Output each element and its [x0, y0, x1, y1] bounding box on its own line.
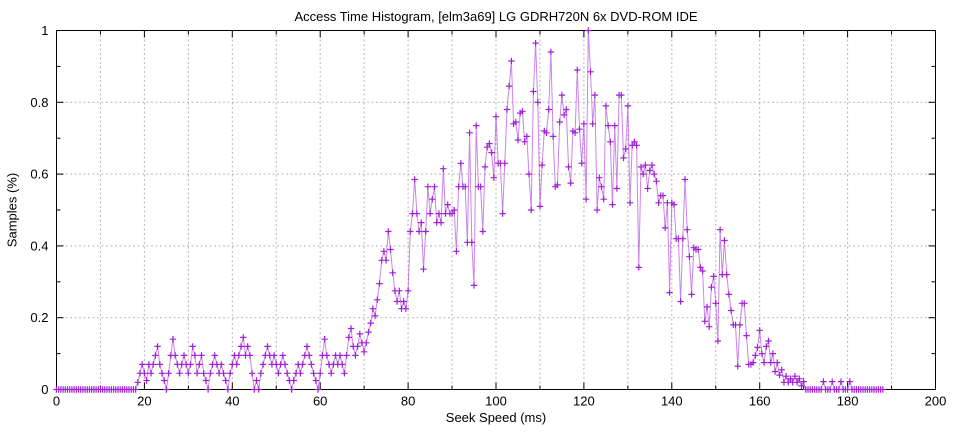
y-tick-label: 0.6 — [30, 167, 48, 182]
y-tick-label: 0.2 — [30, 310, 48, 325]
y-tick-label: 0 — [41, 382, 48, 397]
y-tick-label: 0.4 — [30, 238, 48, 253]
x-tick-label: 80 — [401, 394, 415, 409]
series-plus-markers — [53, 27, 886, 393]
x-tick-label: 60 — [313, 394, 327, 409]
x-tick-label: 200 — [925, 394, 947, 409]
y-tick-label: 1 — [41, 23, 48, 38]
x-tick-label: 140 — [661, 394, 683, 409]
x-axis-title: Seek Speed (ms) — [445, 410, 547, 425]
x-tick-label: 160 — [749, 394, 771, 409]
series-line — [56, 30, 883, 390]
x-tick-label: 20 — [137, 394, 151, 409]
y-axis-title: Samples (%) — [4, 172, 20, 248]
x-tick-label: 100 — [485, 394, 507, 409]
x-tick-label: 40 — [225, 394, 239, 409]
plot-border — [56, 30, 936, 390]
x-tick-label: 180 — [837, 394, 859, 409]
chart-title: Access Time Histogram, [elm3a69] LG GDRH… — [294, 9, 698, 24]
x-tick-label: 120 — [573, 394, 595, 409]
y-tick-label: 0.8 — [30, 95, 48, 110]
x-tick-label: 0 — [53, 394, 60, 409]
